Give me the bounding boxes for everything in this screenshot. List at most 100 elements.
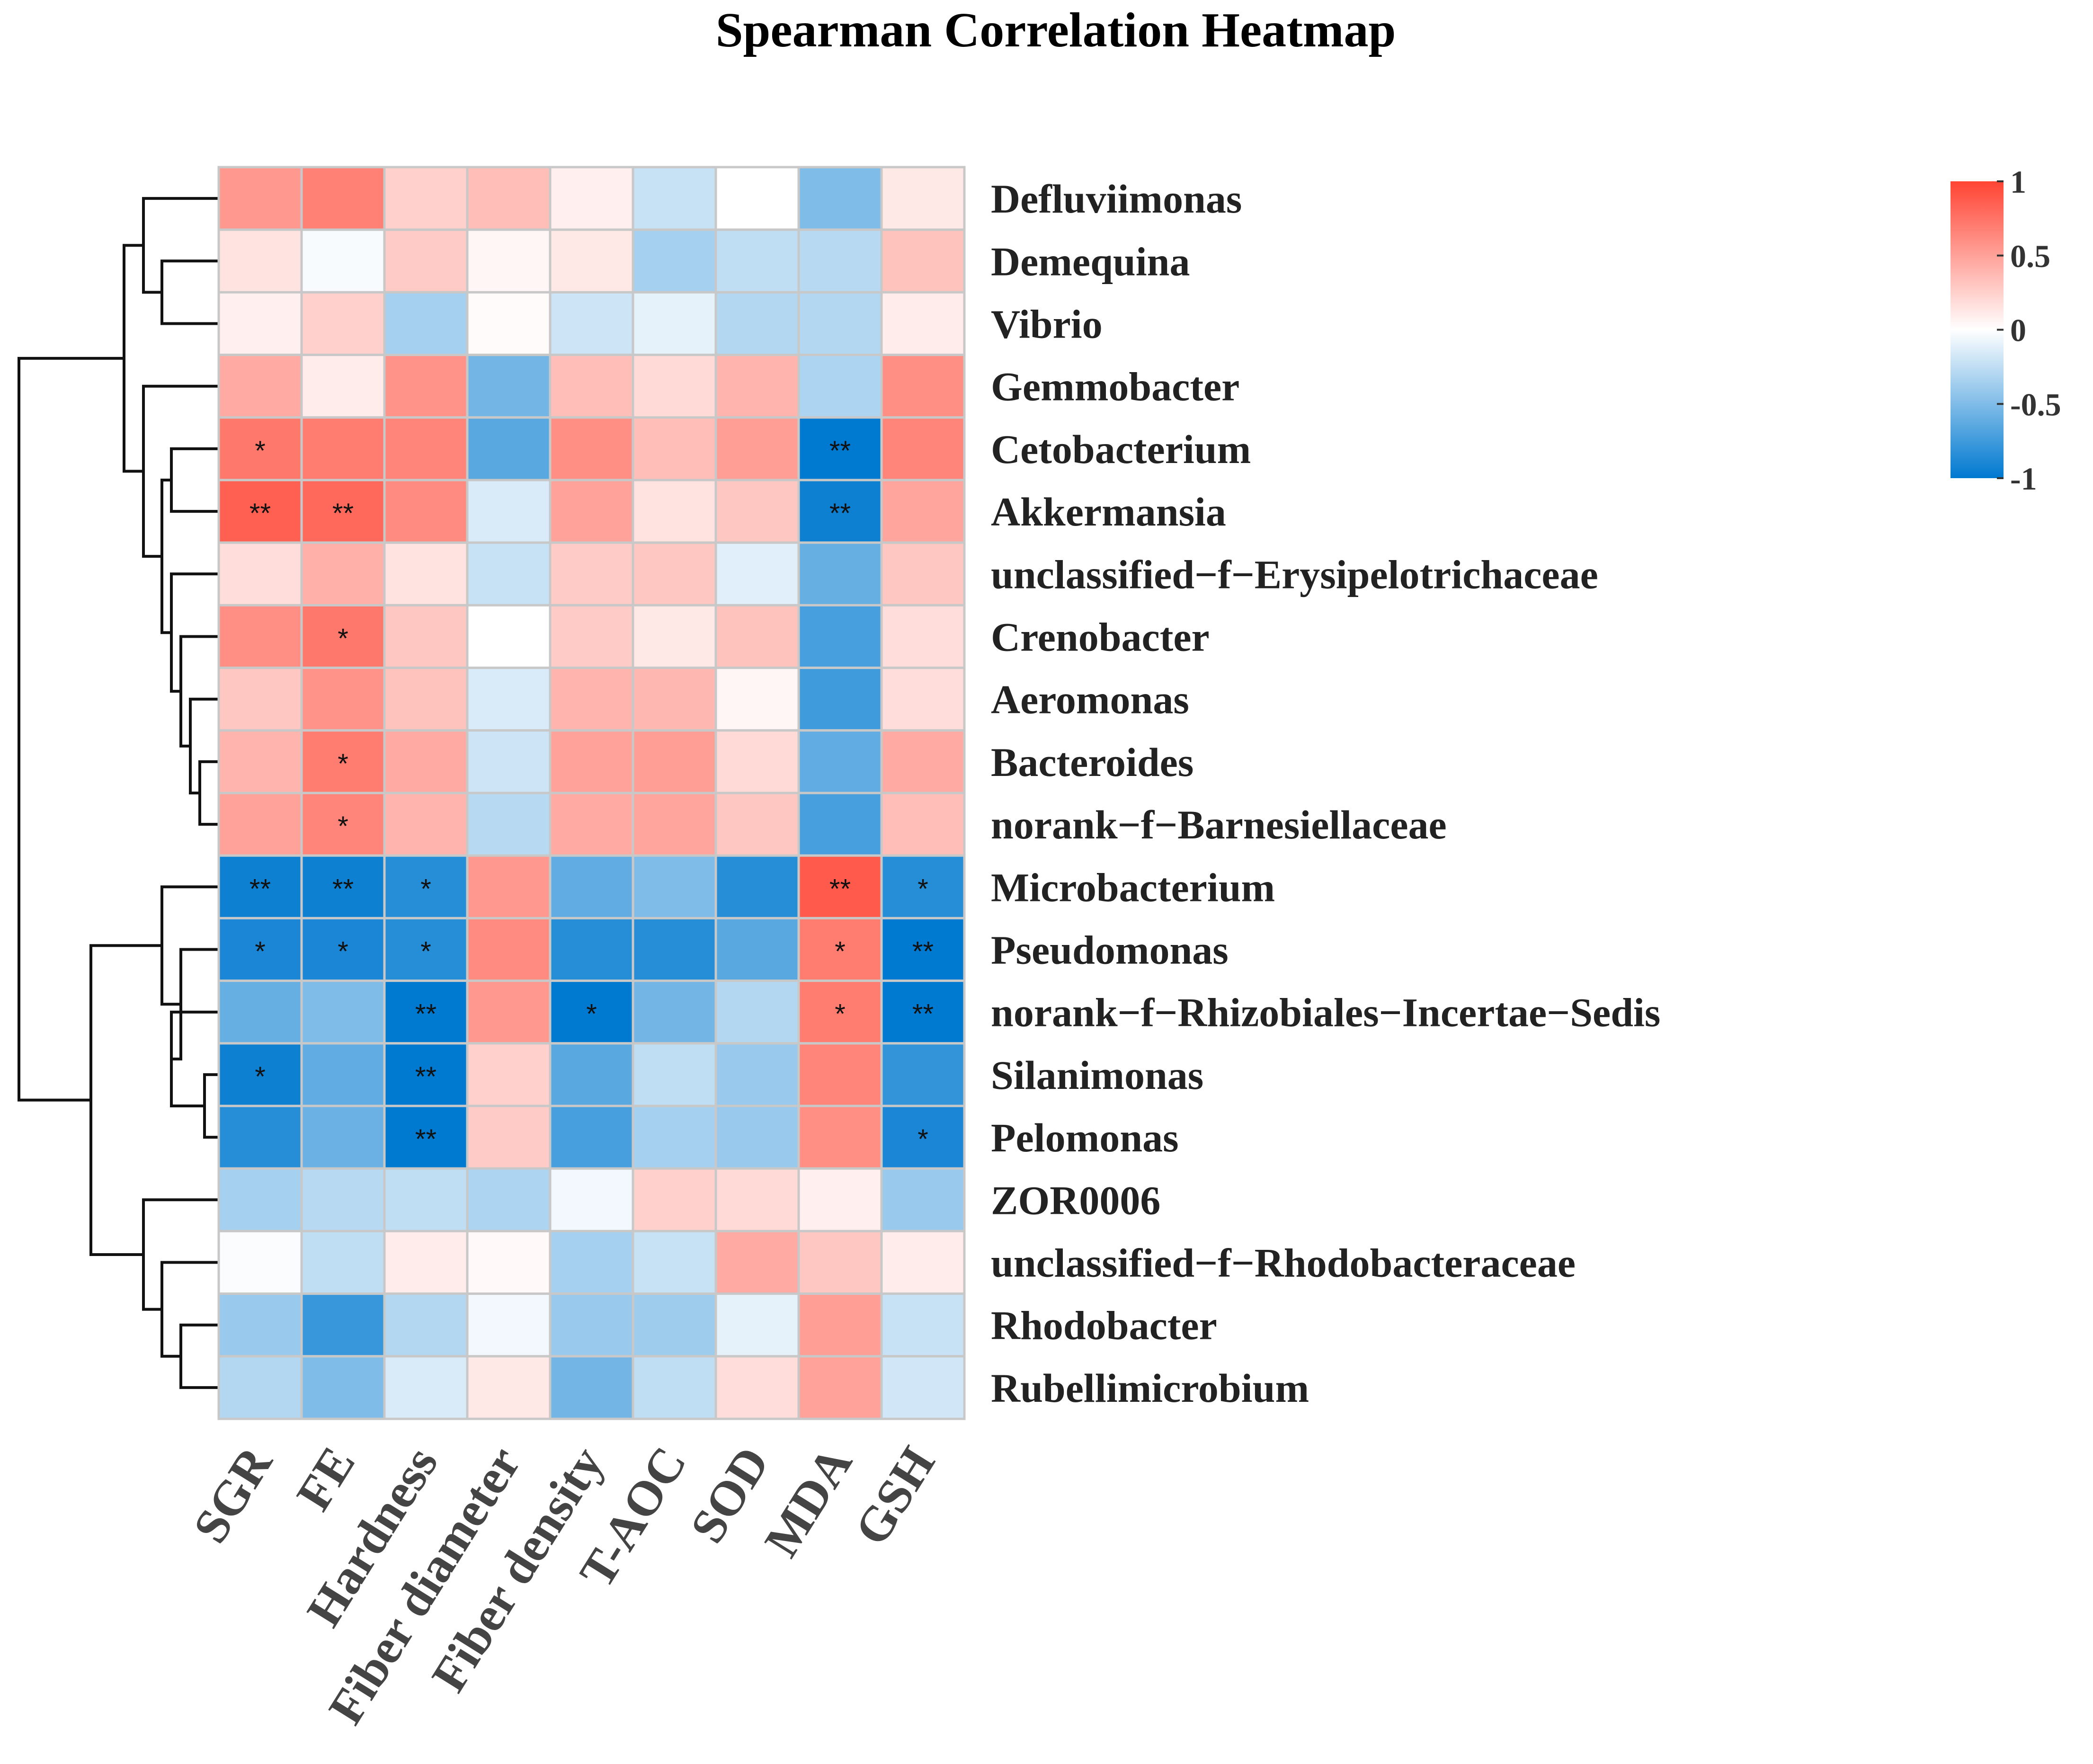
heatmap-cell [880,1355,966,1420]
legend-tick-label: 0 [2010,312,2026,348]
significance-mark: ** [332,498,354,529]
heatmap-cell [797,354,883,419]
heatmap-cell [632,1105,717,1170]
heatmap-cell [549,291,634,356]
heatmap-cell [383,667,469,732]
heatmap-cell [466,354,552,419]
row-label: unclassified−f−Rhodobacteraceae [991,1240,1576,1286]
dendrogram-branch [170,447,219,513]
heatmap-cell [880,541,966,606]
dendrogram-branch [189,697,219,794]
heatmap-cell [217,1042,303,1107]
heatmap-cell [300,917,386,982]
heatmap-cell [217,854,303,919]
heatmap-cell [714,416,800,481]
heatmap-cell [549,917,634,982]
heatmap-cell [217,228,303,294]
heatmap-cell [714,541,800,606]
heatmap-cell [797,166,883,231]
significance-mark: * [255,936,266,967]
heatmap-cell [466,1355,552,1420]
significance-mark: * [835,936,846,967]
heatmap-cell [797,729,883,794]
heatmap-cell [466,416,552,481]
heatmap-cell [880,1105,966,1170]
heatmap-cell [466,1167,552,1232]
heatmap-cell [466,1229,552,1295]
dendrogram-branch [160,1261,219,1358]
heatmap-cell [880,1042,966,1107]
heatmap-cell [714,980,800,1045]
row-label: Akkermansia [991,489,1226,535]
heatmap-cell [797,854,883,919]
significance-mark: * [917,1124,928,1155]
heatmap-cell [714,729,800,794]
dendrogram-branch [142,1198,219,1311]
column-label: FE [286,1437,365,1520]
chart-title: Spearman Correlation Heatmap [716,3,1396,57]
heatmap-cell [797,1042,883,1107]
row-label: unclassified−f−Erysipelotrichaceae [991,552,1598,597]
heatmap-cell [217,541,303,606]
significance-mark: * [835,999,846,1030]
heatmap-cell [383,166,469,231]
significance-mark: * [338,936,348,967]
heatmap-cell [217,980,303,1045]
row-label: Vibrio [991,302,1103,347]
heatmap-cell [300,1167,386,1232]
heatmap-cell [880,729,966,794]
heatmap-cell [632,604,717,669]
dendrogram-branch [142,384,219,558]
row-labels: Defluviimonas Demequina Vibrio Gemmobacter C… [991,176,1660,1411]
heatmap-cell [880,166,966,231]
heatmap-cell [300,354,386,419]
legend-tick-label: -0.5 [2010,386,2061,422]
heatmap-cell [714,1229,800,1295]
heatmap-cell [383,541,469,606]
row-label: norank−f−Barnesiellaceae [991,802,1447,847]
heatmap-cell [714,1292,800,1358]
heatmap-cell [880,1167,966,1232]
heatmap-cell [383,729,469,794]
heatmap-cell [714,792,800,857]
heatmap-cell [217,416,303,481]
heatmap-cell [383,1042,469,1107]
row-label: Pseudomonas [991,927,1229,973]
heatmap-cell [466,228,552,294]
heatmap-cell [549,1105,634,1170]
heatmap-cell [714,854,800,919]
heatmap-cell [797,1355,883,1420]
heatmap-cell [714,228,800,294]
column-label: GSH [844,1437,945,1554]
heatmap-cell [549,854,634,919]
significance-mark: ** [415,1061,436,1092]
heatmap-cell [632,667,717,732]
heatmap-cell [300,1105,386,1170]
heatmap-cell [714,1105,800,1170]
heatmap-cell [217,354,303,419]
heatmap-cell [632,792,717,857]
heatmap-cell [300,667,386,732]
significance-mark: ** [415,1124,436,1155]
heatmap-cell [217,792,303,857]
heatmap-cell [549,354,634,419]
heatmap-cell [797,917,883,982]
row-label: Silanimonas [991,1052,1203,1098]
significance-mark: * [420,873,431,904]
heatmap-cell [549,1292,634,1358]
row-label: Gemmobacter [991,364,1239,410]
heatmap-cell [466,667,552,732]
heatmap-cell [383,416,469,481]
legend-tick-label: 0.5 [2010,238,2050,274]
heatmap-cell [549,541,634,606]
column-label: MDA [754,1437,863,1566]
significance-mark: ** [249,498,271,529]
heatmap-cell [383,917,469,982]
heatmap-cell [300,980,386,1045]
dendrogram-branch [198,760,219,826]
heatmap-cell [714,166,800,231]
heatmap-cell [880,479,966,544]
heatmap-cell [797,228,883,294]
heatmap-cell [714,604,800,669]
